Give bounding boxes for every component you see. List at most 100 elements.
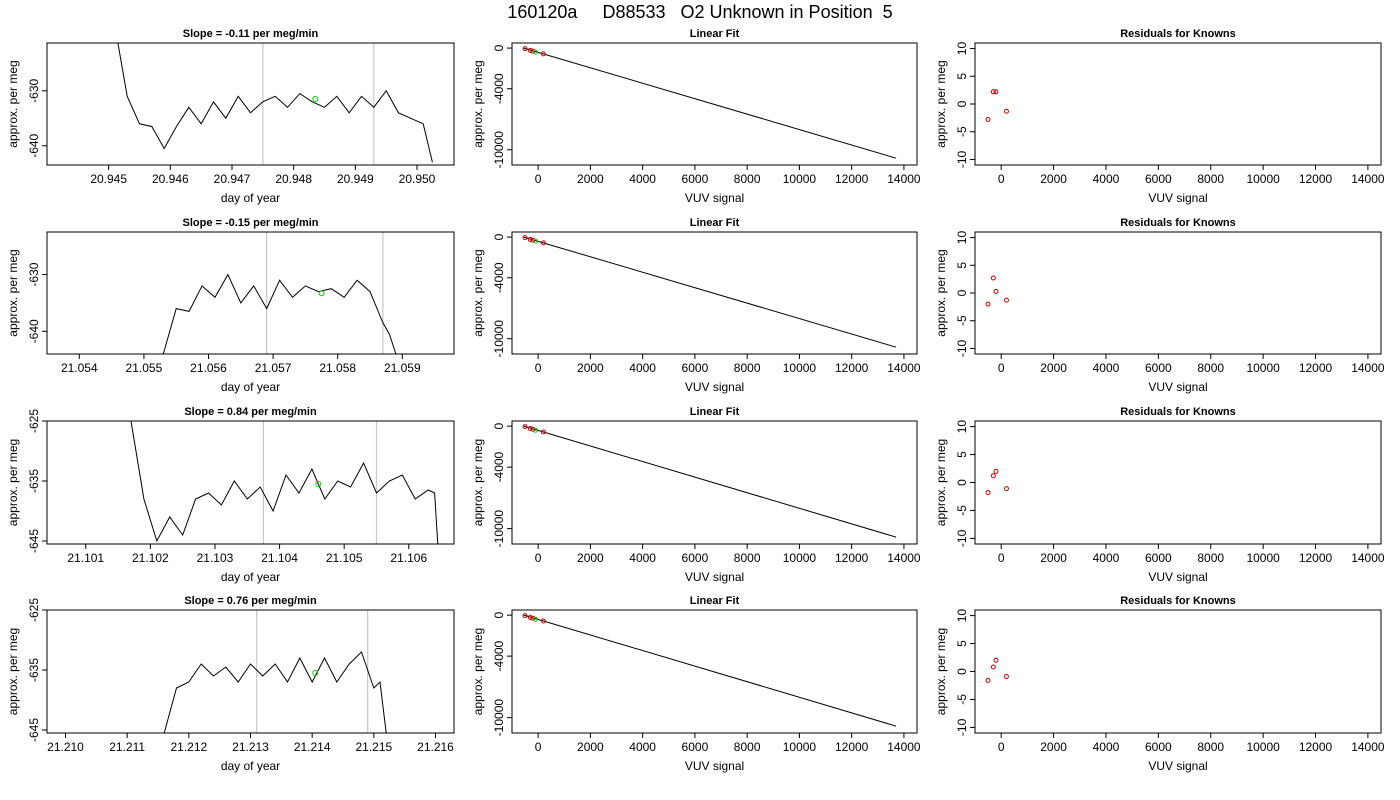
plot-frame [974, 42, 1382, 166]
x-tick-label: 0 [998, 361, 1005, 375]
x-tick-label: 14000 [1351, 551, 1385, 565]
x-tick-label: 6000 [1145, 172, 1172, 186]
subplot-title: Linear Fit [690, 28, 740, 40]
fit-line [523, 47, 897, 159]
x-tick-label: 6000 [682, 361, 709, 375]
plot-area [985, 275, 1009, 307]
y-tick-label: -630 [27, 262, 41, 286]
plot-frame [46, 420, 455, 545]
known-point [522, 46, 528, 52]
residual-point [993, 288, 999, 294]
subplot-3-2: Linear Fit VUV signal approx. per meg 0 2000… [471, 406, 921, 584]
x-tick-label: 4000 [629, 172, 656, 186]
y-tick-label: -4000 [492, 640, 506, 671]
residual-point [993, 657, 999, 663]
plot-area [985, 89, 1009, 123]
x-tick-label: 0 [998, 551, 1005, 565]
y-tick-label: -645 [27, 718, 41, 742]
subplot-2-1: Slope = -0.15 per meg/min day of year appr… [6, 217, 455, 394]
x-tick-label: 14000 [887, 172, 921, 186]
residual-point [1003, 297, 1009, 303]
unknown-point [533, 49, 539, 55]
x-tick-label: 8000 [734, 361, 761, 375]
x-tick-label: 8000 [734, 551, 761, 565]
y-axis-label: approx. per meg [471, 628, 485, 715]
subplot-title: Residuals for Knowns [1120, 217, 1236, 229]
plot-area [522, 46, 897, 159]
plot-frame [46, 609, 455, 734]
y-axis-label: approx. per meg [6, 60, 20, 147]
x-axis-label: VUV signal [1148, 191, 1207, 205]
x-tick-label: 21.057 [255, 361, 292, 375]
y-tick-label: -640 [27, 319, 41, 343]
signal-series-line [162, 273, 397, 354]
plot-area [117, 43, 433, 165]
fit-line [523, 614, 897, 727]
x-tick-label: 14000 [887, 361, 921, 375]
plot-area [162, 232, 397, 354]
x-tick-label: 10000 [783, 551, 817, 565]
x-tick-label: 10000 [1246, 740, 1280, 754]
subplot-title: Slope = -0.15 per meg/min [182, 217, 318, 229]
fit-line [523, 236, 897, 348]
unknown-point [533, 238, 539, 244]
x-tick-label: 21.213 [232, 740, 269, 754]
x-tick-label: 14000 [887, 551, 921, 565]
x-axis-label: VUV signal [685, 191, 744, 205]
unknown-point [533, 427, 539, 433]
x-tick-label: 12000 [1299, 551, 1333, 565]
known-point [530, 48, 536, 54]
x-tick-label: 8000 [734, 740, 761, 754]
x-tick-label: 12000 [1299, 172, 1333, 186]
residual-point [985, 490, 991, 496]
subplot-title: Slope = 0.84 per meg/min [184, 406, 317, 418]
subplot-title: Slope = -0.11 per meg/min [183, 28, 319, 40]
subplot-4-2: Linear Fit VUV signal approx. per meg 0 2000… [471, 595, 921, 773]
y-tick-label: -635 [27, 469, 41, 493]
x-tick-label: 21.216 [417, 740, 454, 754]
plot-frame [511, 420, 918, 545]
known-point [522, 613, 528, 619]
residual-point [1003, 108, 1009, 114]
y-axis-label: approx. per meg [934, 249, 948, 336]
y-tick-label: 5 [955, 73, 969, 80]
plot-frame [974, 420, 1382, 545]
x-axis-label: VUV signal [1148, 380, 1207, 394]
x-tick-label: 12000 [835, 551, 869, 565]
subplot-title: Residuals for Knowns [1120, 28, 1236, 40]
known-point [522, 424, 528, 430]
x-tick-label: 8000 [1197, 740, 1224, 754]
known-point [527, 614, 533, 620]
x-tick-label: 4000 [1093, 740, 1120, 754]
x-tick-label: 2000 [577, 551, 604, 565]
x-tick-label: 4000 [1093, 361, 1120, 375]
unknown-marker [312, 96, 319, 103]
y-tick-label: 0 [492, 611, 506, 618]
x-tick-label: 4000 [629, 740, 656, 754]
subplot-title: Residuals for Knowns [1120, 406, 1236, 418]
x-tick-label: 4000 [629, 551, 656, 565]
x-tick-label: 21.214 [294, 740, 331, 754]
x-tick-label: 10000 [1246, 361, 1280, 375]
y-tick-label: -10 [955, 718, 969, 736]
x-axis-label: VUV signal [1148, 570, 1207, 584]
y-tick-label: -10 [955, 529, 969, 547]
y-tick-label: 0 [955, 479, 969, 486]
y-tick-label: 0 [955, 668, 969, 675]
unknown-marker [315, 481, 322, 487]
x-tick-label: 6000 [1145, 551, 1172, 565]
y-tick-label: -5 [955, 505, 969, 516]
residual-point [990, 275, 996, 281]
known-point [530, 237, 536, 243]
y-tick-label: 5 [955, 262, 969, 269]
x-tick-label: 6000 [1145, 361, 1172, 375]
y-tick-label: -10000 [492, 320, 506, 358]
x-axis-label: day of year [221, 380, 280, 394]
residual-point [985, 117, 991, 123]
subplot-3-3: Residuals for Knowns VUV signal approx. pe… [934, 406, 1385, 584]
y-axis-label: approx. per meg [934, 628, 948, 715]
x-axis-label: VUV signal [685, 759, 744, 773]
signal-series-line [163, 651, 387, 733]
subplot-1-2: Linear Fit VUV signal approx. per meg 0 2000… [471, 28, 921, 205]
